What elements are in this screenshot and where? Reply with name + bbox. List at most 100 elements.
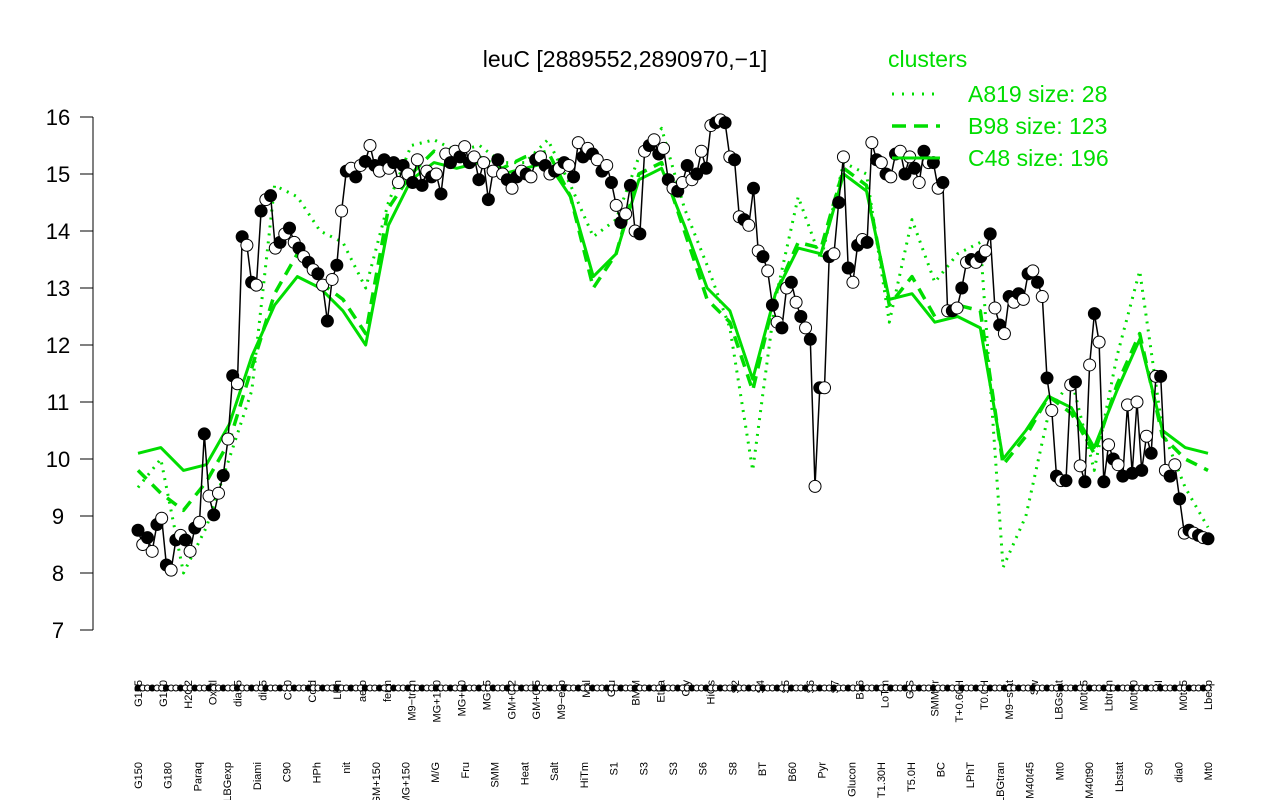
data-point <box>1059 474 1073 488</box>
legend-entry-c48: C48 size: 196 <box>968 145 1109 171</box>
data-point <box>207 508 221 522</box>
y-tick-label: 7 <box>52 618 64 643</box>
data-point <box>983 227 997 241</box>
x-tick-label: HPh <box>311 762 323 783</box>
data-point <box>865 136 879 150</box>
data-point <box>832 196 846 209</box>
x-tick-label: MG+150 <box>401 762 413 800</box>
data-point <box>1097 475 1111 489</box>
data-point <box>1078 475 1092 489</box>
data-point <box>657 141 671 155</box>
x-tick-label: HiOs <box>705 680 717 705</box>
data-point <box>230 377 244 391</box>
x-tick-label: G150 <box>133 762 145 789</box>
data-point <box>633 227 647 241</box>
data-point <box>784 275 798 289</box>
legend-entry-a819: A819 size: 28 <box>968 81 1107 107</box>
data-point <box>803 332 817 346</box>
data-point <box>391 176 405 190</box>
data-point <box>193 515 207 529</box>
data-point <box>1035 290 1049 304</box>
data-point <box>728 153 742 167</box>
y-tick-label: 13 <box>46 276 70 301</box>
x-tick-label: BMM <box>631 680 643 706</box>
x-tick-label: LoTm <box>880 680 892 708</box>
x-tick-label: C90 <box>282 762 294 782</box>
data-point <box>1026 264 1040 278</box>
data-point <box>794 310 808 323</box>
cluster-line-solid <box>137 161 1209 472</box>
data-point <box>609 198 623 212</box>
data-point <box>1173 492 1187 506</box>
data-point <box>590 153 604 167</box>
data-point <box>841 261 855 275</box>
data-point <box>1130 395 1144 409</box>
x-tick-label: GM+150 <box>371 762 383 800</box>
data-point <box>1201 532 1215 546</box>
data-point <box>330 258 344 272</box>
data-point <box>997 327 1011 341</box>
data-point <box>742 218 756 232</box>
data-point <box>746 181 760 195</box>
x-tick-label: BT <box>757 762 769 776</box>
data-point <box>1083 358 1097 372</box>
data-point <box>562 158 576 172</box>
data-point <box>1144 446 1158 460</box>
data-point <box>898 167 912 181</box>
x-tick-label: Oxctl <box>208 680 220 705</box>
y-axis: 7 8 9 10 11 12 13 14 15 16 <box>46 105 94 643</box>
data-point <box>936 176 950 190</box>
data-point <box>718 116 732 130</box>
data-point <box>249 278 263 292</box>
data-point <box>799 321 813 335</box>
x-tick-label: M40t90 <box>1084 762 1096 799</box>
legend-entry-b98: B98 size: 123 <box>968 113 1107 139</box>
data-point <box>789 295 803 309</box>
x-tick-label: Lbstat <box>1114 762 1126 792</box>
x-tick-label: G180 <box>158 680 170 707</box>
data-point <box>827 247 841 261</box>
data-point <box>1139 429 1153 443</box>
data-point <box>1135 463 1149 477</box>
x-tick-label: T1.30H <box>876 762 888 798</box>
x-tick-label: LBGtran <box>995 762 1007 800</box>
data-point <box>818 381 832 395</box>
x-tick-label: BC <box>936 762 948 777</box>
y-tick-label: 8 <box>52 561 64 586</box>
x-tick-label: Fru <box>460 762 472 779</box>
data-point <box>155 511 169 525</box>
x-tick-label: S8 <box>727 762 739 775</box>
data-point <box>571 136 585 150</box>
x-tick-label: LPhT <box>965 762 977 789</box>
data-point <box>699 161 713 175</box>
data-point <box>197 427 211 441</box>
data-point <box>884 170 898 184</box>
x-tick-label: H2O2 <box>183 680 195 709</box>
data-point <box>955 281 969 295</box>
data-point <box>619 207 633 221</box>
data-point <box>1073 459 1087 473</box>
data-point <box>221 432 235 446</box>
data-point <box>765 298 779 312</box>
data-point <box>1092 335 1106 349</box>
data-point <box>988 301 1002 315</box>
data-point <box>472 173 486 187</box>
data-point <box>604 176 618 190</box>
x-tick-label: Mt0 <box>1203 762 1215 780</box>
x-tick-label: dia0 <box>1173 762 1185 783</box>
data-point <box>410 153 424 167</box>
data-point <box>1087 307 1101 321</box>
x-tick-label: T5.0H <box>906 762 918 792</box>
x-tick-label: Pyr <box>817 762 829 779</box>
data-point <box>264 189 278 203</box>
data-series <box>131 113 1215 577</box>
data-point <box>1111 458 1125 472</box>
legend: clusters A819 size: 28 B98 size: 123 C48… <box>888 46 1109 171</box>
data-point <box>491 153 505 167</box>
x-tick-label: nit <box>341 762 353 774</box>
x-tick-label: Salt <box>549 762 561 781</box>
x-tick-label: dia15 <box>233 680 245 707</box>
data-point <box>164 563 178 577</box>
data-point <box>1102 438 1116 452</box>
